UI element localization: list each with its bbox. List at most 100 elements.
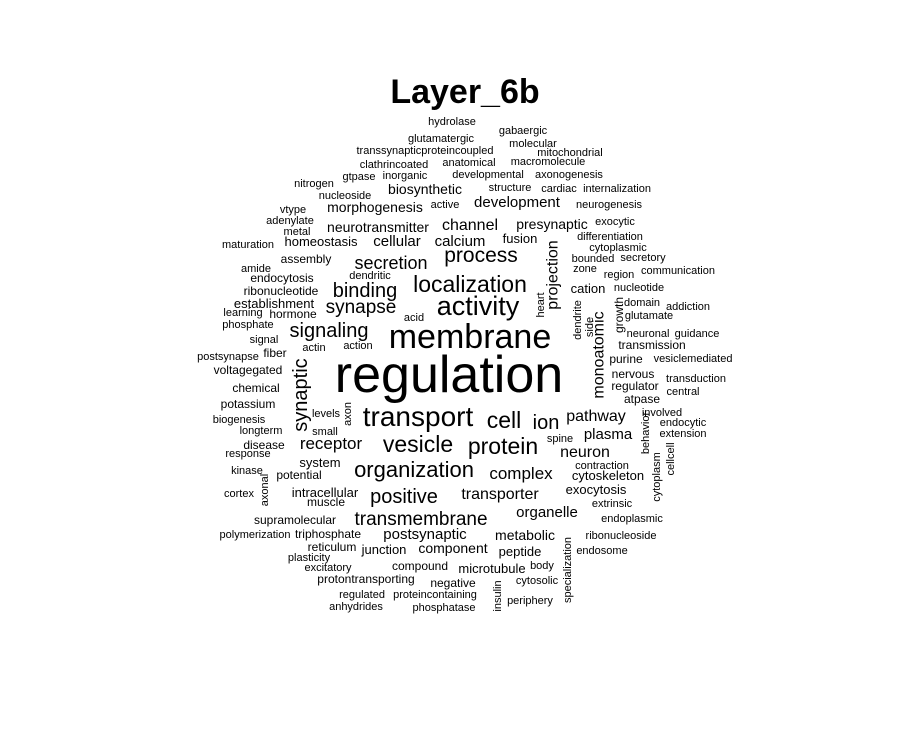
word-amide: amide bbox=[241, 263, 271, 275]
word-muscle: muscle bbox=[307, 495, 345, 509]
word-component: component bbox=[418, 540, 487, 556]
word-hydrolase: hydrolase bbox=[428, 116, 476, 128]
word-exocytosis: exocytosis bbox=[566, 482, 627, 497]
word-axonogenesis: axonogenesis bbox=[535, 169, 603, 181]
word-differentiation: differentiation bbox=[577, 231, 643, 243]
word-organelle: organelle bbox=[516, 504, 578, 521]
word-calcium: calcium bbox=[435, 233, 486, 250]
word-internalization: internalization bbox=[583, 183, 651, 195]
word-secretion: secretion bbox=[354, 253, 427, 273]
word-specialization: specialization bbox=[562, 537, 574, 603]
word-axonal: axonal bbox=[259, 474, 271, 506]
word-transport: transport bbox=[363, 401, 474, 432]
word-biogenesis: biogenesis bbox=[213, 414, 266, 426]
word-bounded: bounded bbox=[572, 253, 615, 265]
word-neurotransmitter: neurotransmitter bbox=[327, 219, 429, 235]
word-transduction: transduction bbox=[666, 373, 726, 385]
word-cortex: cortex bbox=[224, 488, 254, 500]
word-vesiclemediated: vesiclemediated bbox=[654, 353, 733, 365]
word-endocytosis: endocytosis bbox=[250, 271, 313, 285]
word-negative: negative bbox=[430, 576, 476, 590]
word-small: small bbox=[312, 426, 338, 438]
word-localization: localization bbox=[413, 271, 527, 297]
word-maturation: maturation bbox=[222, 239, 274, 251]
word-response: response bbox=[225, 448, 270, 460]
word-glutamatergic: glutamatergic bbox=[408, 133, 475, 145]
word-regulation: regulation bbox=[335, 346, 563, 404]
word-cytosolic: cytosolic bbox=[516, 575, 559, 587]
word-levels: levels bbox=[312, 408, 341, 420]
word-channel: channel bbox=[442, 217, 498, 234]
word-side: side bbox=[584, 317, 596, 337]
word-vesicle: vesicle bbox=[383, 431, 453, 457]
word-nervous: nervous bbox=[612, 367, 655, 381]
word-ribonucleotide: ribonucleotide bbox=[244, 284, 319, 298]
word-development: development bbox=[474, 194, 561, 211]
word-cell: cell bbox=[487, 407, 522, 433]
word-region: region bbox=[604, 269, 635, 281]
word-organization: organization bbox=[354, 457, 474, 482]
word-chemical: chemical bbox=[232, 381, 279, 395]
word-neurogenesis: neurogenesis bbox=[576, 199, 643, 211]
word-macromolecule: macromolecule bbox=[511, 156, 586, 168]
word-potential: potential bbox=[276, 468, 321, 482]
word-regulated: regulated bbox=[339, 589, 385, 601]
word-inorganic: inorganic bbox=[383, 170, 428, 182]
word-binding: binding bbox=[333, 280, 398, 302]
word-atpase: atpase bbox=[624, 392, 660, 406]
word-endocytic: endocytic bbox=[660, 417, 707, 429]
word-guidance: guidance bbox=[675, 328, 720, 340]
word-transmission: transmission bbox=[618, 338, 685, 352]
word-polymerization: polymerization bbox=[220, 529, 291, 541]
word-establishment: establishment bbox=[234, 296, 315, 311]
cloud-title: Layer_6b bbox=[390, 73, 539, 111]
word-cellular: cellular bbox=[373, 233, 421, 250]
word-endosome: endosome bbox=[576, 545, 627, 557]
word-adenylate: adenylate bbox=[266, 215, 314, 227]
word-positive: positive bbox=[370, 486, 438, 508]
word-plasticity: plasticity bbox=[288, 552, 331, 564]
word-receptor: receptor bbox=[300, 434, 363, 453]
word-molecular: molecular bbox=[509, 138, 557, 150]
word-disease: disease bbox=[243, 438, 285, 452]
word-signaling: signaling bbox=[290, 320, 369, 342]
word-clathrincoated: clathrincoated bbox=[360, 159, 429, 171]
word-central: central bbox=[666, 386, 699, 398]
word-exocytic: exocytic bbox=[595, 216, 635, 228]
word-dendrite: dendrite bbox=[572, 300, 584, 340]
word-purine: purine bbox=[609, 352, 643, 366]
word-extension: extension bbox=[659, 428, 706, 440]
word-plasma: plasma bbox=[584, 426, 633, 443]
word-insulin: insulin bbox=[492, 580, 504, 611]
word-glutamate: glutamate bbox=[625, 310, 673, 322]
word-acid: acid bbox=[404, 312, 424, 324]
word-presynaptic: presynaptic bbox=[516, 216, 588, 232]
word-body: body bbox=[530, 560, 554, 572]
word-complex: complex bbox=[489, 464, 553, 483]
word-actin: actin bbox=[302, 342, 325, 354]
word-postsynapse: postsynapse bbox=[197, 351, 259, 363]
word-protein: protein bbox=[468, 433, 538, 459]
word-mitochondrial: mitochondrial bbox=[537, 147, 602, 159]
word-monoatomic: monoatomic bbox=[591, 311, 608, 398]
word-dendritic: dendritic bbox=[349, 270, 391, 282]
word-nitrogen: nitrogen bbox=[294, 178, 334, 190]
word-reticulum: reticulum bbox=[308, 540, 357, 554]
word-morphogenesis: morphogenesis bbox=[327, 199, 423, 215]
word-ribonucleoside: ribonucleoside bbox=[586, 530, 657, 542]
word-learning: learning bbox=[223, 307, 262, 319]
word-potassium: potassium bbox=[221, 397, 276, 411]
word-excitatory: excitatory bbox=[304, 562, 352, 574]
word-cytoplasmic: cytoplasmic bbox=[589, 242, 647, 254]
word-axon: axon bbox=[342, 402, 354, 426]
word-vtype: vtype bbox=[280, 204, 306, 216]
word-supramolecular: supramolecular bbox=[254, 513, 336, 527]
word-structure: structure bbox=[489, 182, 532, 194]
word-cation: cation bbox=[571, 281, 606, 296]
word-neuronal: neuronal bbox=[627, 328, 670, 340]
word-cytoskeleton: cytoskeleton bbox=[572, 468, 644, 483]
word-periphery: periphery bbox=[507, 595, 553, 607]
word-proteincontaining: proteincontaining bbox=[393, 589, 477, 601]
